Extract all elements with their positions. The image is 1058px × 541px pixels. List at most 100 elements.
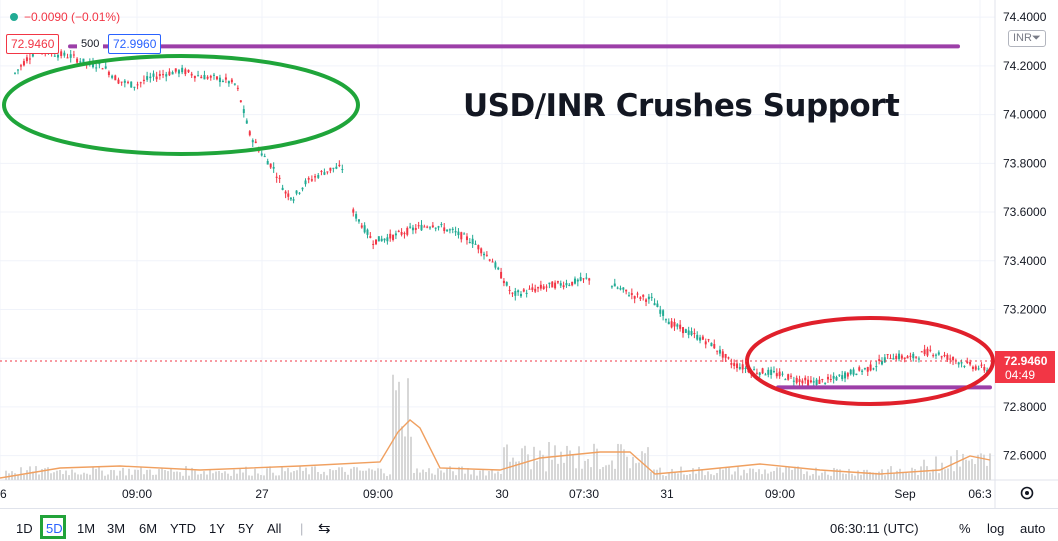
candle-body — [528, 288, 531, 290]
volume-bar — [977, 454, 979, 480]
candle-body — [522, 289, 525, 292]
timeframe-3m[interactable]: 3M — [107, 521, 126, 536]
volume-bar — [953, 471, 955, 480]
candle-body — [838, 374, 841, 376]
candle-body — [645, 299, 648, 302]
candle-body — [284, 191, 287, 194]
bid-price[interactable]: 72.9460 — [6, 34, 60, 54]
volume-bar — [476, 475, 478, 480]
auto-toggle[interactable]: auto — [1020, 521, 1046, 536]
timeframe-5y[interactable]: 5Y — [238, 521, 254, 536]
candle-body — [824, 382, 827, 384]
grid — [0, 0, 1058, 508]
volume-bar — [443, 472, 445, 480]
volume-bar — [554, 445, 556, 480]
price-axis[interactable]: 74.4000 74.2000 74.0000 73.8000 73.6000 73.40… — [1003, 10, 1047, 462]
volume-bar — [590, 467, 592, 480]
time-readout[interactable]: 06:30:11 (UTC) — [830, 521, 919, 536]
volume-bar — [482, 469, 484, 480]
candle-body — [357, 219, 360, 222]
candle-body — [485, 254, 488, 256]
timeframe-1m[interactable]: 1M — [77, 521, 96, 536]
volume-bar — [149, 469, 151, 480]
volume-bar — [497, 471, 499, 480]
candle-body — [332, 167, 335, 169]
volume-bar — [974, 464, 976, 480]
settings-gear-icon[interactable] — [1020, 486, 1034, 500]
volume-bar — [86, 473, 88, 480]
volume-bar — [98, 466, 100, 480]
volume-bar — [146, 469, 148, 480]
volume-bar — [692, 468, 694, 480]
time-axis[interactable]: 26 09:00 27 09:00 30 07:30 31 09:00 Sep 06:3 — [0, 487, 992, 501]
candle-body — [687, 330, 690, 335]
volume-bar — [317, 472, 319, 480]
timeframe-5d[interactable]: 5D — [46, 521, 63, 536]
volume-bar — [665, 475, 667, 480]
candle-body — [713, 344, 716, 349]
volume-bar — [818, 475, 820, 480]
time-tick-label: 09:00 — [765, 487, 795, 501]
volume-bar — [455, 475, 457, 480]
volume-bar — [947, 468, 949, 480]
volume-bar — [569, 450, 571, 480]
timeframe-ytd[interactable]: YTD — [170, 521, 196, 536]
candle-body — [659, 309, 662, 314]
candle-body — [22, 61, 25, 66]
candle-body — [690, 331, 693, 335]
volume-bar — [212, 473, 214, 480]
candle-body — [411, 227, 414, 231]
candle-body — [892, 358, 895, 360]
volume-bar — [605, 465, 607, 480]
volume-bar — [941, 462, 943, 480]
timeframe-all[interactable]: All — [267, 521, 282, 536]
candle-body — [130, 81, 133, 88]
candle-body — [142, 79, 145, 82]
candle-body — [656, 303, 659, 307]
volume-bar — [629, 468, 631, 480]
volume-bar — [62, 474, 64, 480]
volume-bar — [935, 456, 937, 480]
volume-bar — [545, 471, 547, 480]
candle-body — [28, 58, 31, 60]
date-range-icon[interactable]: ⇆ — [318, 520, 331, 537]
volume-bar — [608, 464, 610, 480]
volume-bar — [155, 474, 157, 480]
candle-body — [761, 368, 764, 374]
volume-bar — [5, 470, 7, 480]
candle-body — [664, 319, 667, 321]
volume-bar — [506, 444, 508, 480]
candle-body — [852, 369, 855, 375]
candle-body — [221, 80, 224, 82]
volume-bar — [275, 475, 277, 480]
volume-bar — [470, 474, 472, 480]
bottom-toolbar: 1D 5D 1M 3M 6M YTD 1Y 5Y All | ⇆ 06:30:1… — [0, 508, 1058, 541]
time-tick-label: 06:3 — [968, 487, 992, 501]
volume-bar — [773, 470, 775, 480]
candle-body — [101, 68, 104, 70]
candle-body — [468, 241, 471, 243]
volume-bar — [119, 470, 121, 480]
volume-bar — [20, 467, 22, 480]
volume-bar — [350, 468, 352, 480]
timeframe-6m[interactable]: 6M — [139, 521, 158, 536]
candle-body — [165, 74, 168, 77]
candle-body — [639, 297, 642, 299]
volume-bar — [206, 474, 208, 480]
candle-body — [233, 83, 236, 85]
percent-toggle[interactable]: % — [959, 521, 971, 536]
candle-body — [497, 267, 500, 270]
candle-body — [417, 225, 420, 227]
volume-bar — [866, 469, 868, 480]
ask-price[interactable]: 72.9960 — [108, 34, 162, 54]
volume-bar — [44, 468, 46, 480]
price-chart[interactable]: 74.4000 74.2000 74.0000 73.8000 73.6000 73.40… — [0, 0, 1058, 508]
log-toggle[interactable]: log — [987, 521, 1005, 536]
candle-body — [787, 374, 790, 380]
timeframe-1y[interactable]: 1Y — [209, 521, 225, 536]
candle-body — [576, 279, 579, 282]
timeframe-1d[interactable]: 1D — [16, 521, 33, 536]
candle-body — [511, 292, 514, 294]
candle-body — [369, 236, 372, 238]
candle-body — [906, 356, 909, 359]
